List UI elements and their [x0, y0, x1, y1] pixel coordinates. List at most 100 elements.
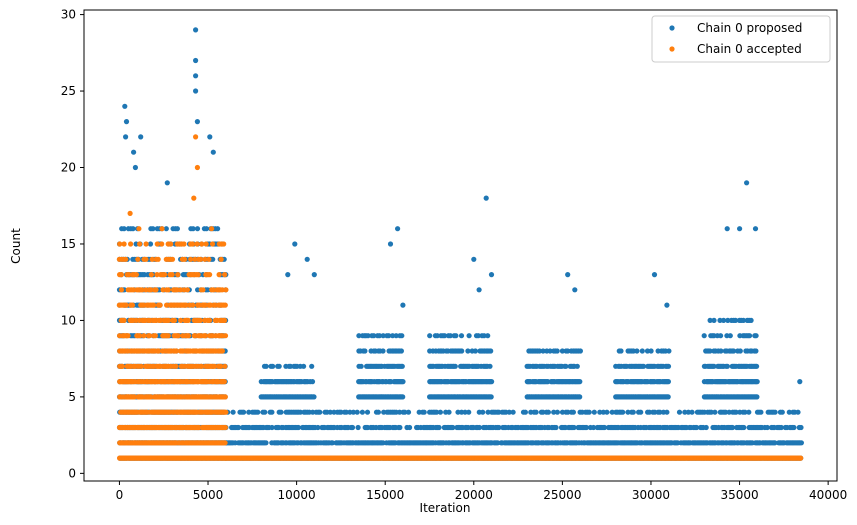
point-proposed — [343, 409, 349, 415]
point-proposed — [421, 409, 427, 415]
point-proposed — [664, 302, 670, 308]
x-tick-label: 35000 — [720, 488, 758, 502]
point-accepted — [173, 348, 179, 354]
x-tick-label: 20000 — [455, 488, 493, 502]
point-accepted — [153, 287, 159, 293]
point-accepted — [169, 272, 175, 278]
point-proposed — [488, 394, 494, 400]
point-accepted — [121, 317, 127, 323]
y-axis-label: Count — [9, 228, 23, 264]
point-proposed — [364, 409, 371, 415]
point-accepted — [206, 256, 212, 262]
point-proposed — [536, 348, 543, 354]
point-proposed — [577, 394, 583, 400]
x-axis-ticks: 0 5000 10000 15000 20000 25000 30000 35000 40000 — [116, 481, 847, 502]
point-accepted — [147, 333, 153, 339]
x-tick-label: 40000 — [809, 488, 847, 502]
point-proposed — [758, 409, 764, 415]
legend-marker-accepted — [669, 46, 675, 52]
point-accepted — [212, 363, 218, 369]
point-accepted — [159, 241, 165, 247]
point-accepted — [129, 302, 136, 308]
point-proposed — [639, 348, 645, 354]
point-proposed — [147, 241, 154, 247]
point-proposed — [163, 226, 169, 232]
point-accepted — [209, 226, 215, 232]
point-proposed — [365, 333, 371, 339]
point-accepted — [165, 333, 171, 339]
point-proposed — [263, 440, 269, 446]
point-accepted — [162, 272, 168, 278]
point-proposed — [427, 333, 433, 339]
point-proposed — [193, 27, 199, 33]
point-accepted — [218, 363, 224, 369]
point-proposed — [269, 424, 275, 431]
point-accepted — [117, 241, 123, 247]
point-proposed — [452, 363, 458, 369]
point-accepted — [128, 241, 134, 247]
point-proposed — [666, 348, 672, 354]
point-proposed — [472, 348, 478, 354]
point-proposed — [358, 363, 364, 369]
point-accepted — [118, 272, 124, 278]
point-proposed — [269, 409, 275, 415]
y-tick-label: 10 — [61, 313, 76, 327]
point-proposed — [651, 272, 658, 278]
point-proposed — [601, 424, 608, 431]
point-accepted — [222, 440, 228, 446]
point-accepted — [137, 241, 143, 247]
point-proposed — [447, 333, 453, 339]
point-proposed — [241, 409, 247, 415]
point-proposed — [754, 394, 760, 400]
point-proposed — [634, 348, 640, 354]
y-tick-label: 20 — [61, 161, 76, 175]
x-tick-label: 5000 — [193, 488, 224, 502]
point-proposed — [630, 409, 636, 415]
point-accepted — [119, 363, 125, 369]
point-proposed — [648, 348, 654, 354]
legend-label-proposed: Chain 0 proposed — [697, 21, 802, 35]
y-tick-label: 25 — [61, 84, 76, 98]
point-proposed — [510, 409, 516, 415]
point-accepted — [131, 394, 138, 400]
point-accepted — [135, 256, 141, 262]
point-accepted — [159, 226, 165, 232]
point-proposed — [466, 409, 472, 415]
point-proposed — [338, 409, 344, 415]
point-accepted — [143, 241, 149, 247]
point-proposed — [577, 379, 583, 385]
point-proposed — [657, 409, 663, 415]
point-proposed — [644, 348, 651, 354]
x-tick-label: 25000 — [543, 488, 581, 502]
point-proposed — [398, 348, 404, 354]
point-accepted — [139, 287, 145, 293]
y-tick-label: 30 — [61, 8, 76, 22]
point-proposed — [685, 409, 692, 415]
point-proposed — [193, 57, 199, 64]
point-proposed — [563, 363, 569, 369]
point-proposed — [397, 409, 403, 415]
point-proposed — [533, 409, 539, 415]
point-proposed — [718, 333, 724, 339]
legend: Chain 0 proposed Chain 0 accepted — [651, 15, 831, 63]
point-accepted — [199, 363, 205, 369]
point-proposed — [740, 317, 747, 323]
point-accepted — [127, 210, 133, 216]
point-proposed — [376, 333, 383, 339]
point-accepted — [221, 379, 227, 385]
point-proposed — [301, 363, 307, 369]
point-proposed — [123, 119, 130, 125]
point-accepted — [195, 272, 201, 278]
point-accepted — [207, 317, 213, 323]
point-proposed — [399, 333, 405, 339]
point-proposed — [174, 226, 180, 232]
point-accepted — [157, 302, 163, 308]
point-proposed — [703, 424, 709, 431]
point-proposed — [737, 348, 743, 354]
point-proposed — [737, 226, 743, 232]
point-proposed — [393, 333, 399, 339]
point-proposed — [570, 409, 577, 415]
point-accepted — [148, 287, 154, 293]
point-accepted — [203, 241, 209, 247]
